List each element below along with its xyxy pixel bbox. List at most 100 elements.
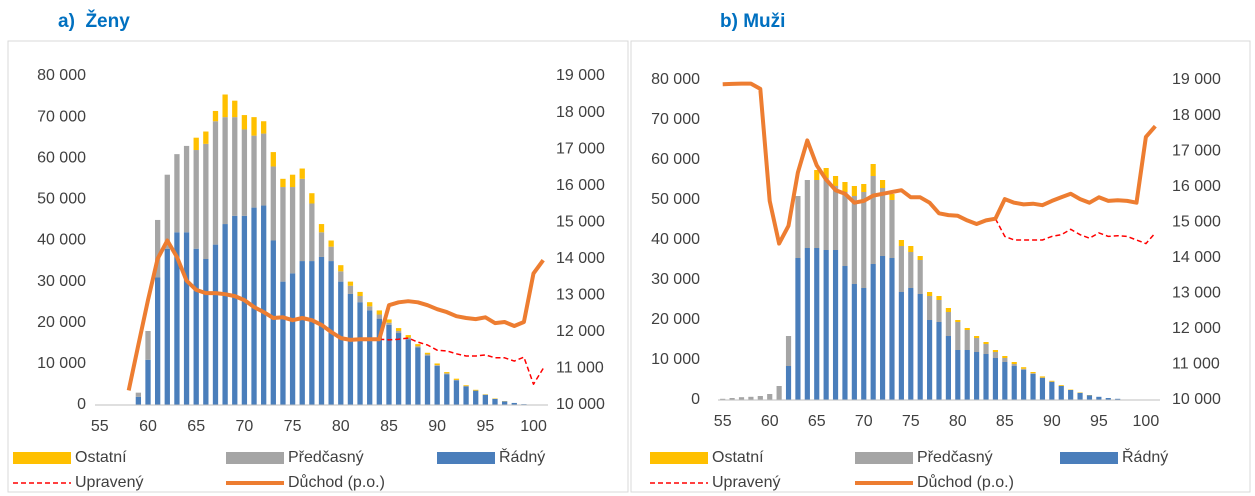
bar-segment <box>434 365 440 405</box>
y2-tick-label: 15 000 <box>1172 213 1221 230</box>
bar-segment <box>463 385 469 387</box>
bar-segment <box>964 350 970 400</box>
bar-segment <box>974 336 980 338</box>
bar-segment <box>1049 382 1055 400</box>
bar-segment <box>203 143 209 260</box>
bar-segment <box>1068 390 1074 400</box>
bar-segment <box>889 200 895 258</box>
x-tick-label: 60 <box>139 418 157 435</box>
x-tick-label: 75 <box>902 413 920 430</box>
y-tick-label: 70 000 <box>37 108 86 125</box>
bar-segment <box>232 100 238 118</box>
bar-segment <box>983 344 989 354</box>
y2-tick-label: 11 000 <box>556 360 604 377</box>
series-line <box>379 337 544 385</box>
bar-segment <box>1021 368 1027 370</box>
y-tick-label: 0 <box>691 391 700 408</box>
bar-segment <box>318 232 325 257</box>
bar-segment <box>289 187 296 274</box>
bar-segment <box>1115 398 1121 400</box>
bar-segment <box>898 292 904 400</box>
bar-segment <box>193 248 199 405</box>
bar-segment <box>1030 373 1036 374</box>
bar-segment <box>444 374 450 405</box>
x-tick-label: 70 <box>235 418 253 435</box>
bar-segment <box>832 176 839 186</box>
y-tick-label: 0 <box>77 396 86 413</box>
y-tick-label: 30 000 <box>37 273 86 290</box>
y-tick-label: 20 000 <box>37 314 86 331</box>
bar-segment <box>424 355 431 405</box>
panel-title: a) Ženy <box>58 10 130 32</box>
bar-segment <box>804 248 810 400</box>
bar-segment <box>842 266 848 400</box>
bar-segment <box>193 137 199 151</box>
y2-tick-label: 11 000 <box>1172 356 1220 373</box>
panel-frame <box>630 40 1251 493</box>
bar-segment <box>241 129 248 216</box>
legend-swatch <box>226 452 284 464</box>
series-line <box>126 238 545 391</box>
bar-segment <box>748 396 754 400</box>
bar-segment <box>261 205 267 405</box>
bar-segment <box>720 398 726 400</box>
bar-segment <box>927 320 933 400</box>
bar-segment <box>795 258 801 400</box>
bar-segment <box>1011 362 1017 364</box>
bar-segment <box>870 164 876 176</box>
x-tick-label: 100 <box>1133 413 1160 430</box>
y-tick-label: 60 000 <box>37 149 86 166</box>
y2-tick-label: 12 000 <box>556 323 605 340</box>
bar-segment <box>955 322 961 350</box>
bar-segment <box>861 288 867 400</box>
bar-segment <box>945 336 951 400</box>
bar-segment <box>1058 385 1064 386</box>
bar-segment <box>908 246 914 252</box>
bar-segment <box>955 350 961 400</box>
y-tick-label: 50 000 <box>651 191 700 208</box>
bar-segment <box>1030 374 1036 400</box>
bar-segment <box>832 186 839 250</box>
legend-swatch <box>855 452 913 464</box>
y2-tick-label: 16 000 <box>1172 178 1221 195</box>
bar-segment <box>767 394 773 400</box>
bar-segment <box>222 117 228 225</box>
bar-segment <box>823 178 829 250</box>
bar-segment <box>154 277 161 405</box>
bar-segment <box>270 166 276 241</box>
bar-segment <box>318 224 325 233</box>
bar-segment <box>501 401 508 405</box>
bar-segment <box>261 133 267 206</box>
bar-segment <box>386 324 392 405</box>
x-tick-label: 85 <box>996 413 1014 430</box>
x-tick-label: 65 <box>808 413 826 430</box>
bar-segment <box>203 131 209 144</box>
bar-segment <box>395 333 402 405</box>
bar-segment <box>927 296 933 320</box>
x-tick-label: 90 <box>1043 413 1061 430</box>
bar-segment <box>241 215 248 405</box>
bar-segment <box>347 293 354 405</box>
bar-segment <box>241 115 248 130</box>
bar-segment <box>453 378 460 380</box>
bar-segment <box>785 336 792 366</box>
bar-segment <box>964 330 970 350</box>
bar-segment <box>232 215 238 405</box>
bar-segment <box>212 244 219 405</box>
bar-segment <box>222 224 228 405</box>
legend-label: Předčasný <box>288 449 364 466</box>
y-tick-label: 20 000 <box>651 311 700 328</box>
bar-segment <box>357 296 363 303</box>
bar-segment <box>879 188 886 256</box>
bar-segment <box>983 342 989 344</box>
bar-segment <box>945 308 951 312</box>
legend-swatch <box>13 452 71 464</box>
y-tick-label: 70 000 <box>651 111 700 128</box>
bar-segment <box>936 322 942 400</box>
bar-segment <box>738 397 745 400</box>
bar-segment <box>212 121 219 245</box>
y2-tick-label: 19 000 <box>556 67 605 84</box>
bar-segment <box>776 386 782 400</box>
bar-segment <box>135 392 142 397</box>
bar-segment <box>183 145 190 233</box>
